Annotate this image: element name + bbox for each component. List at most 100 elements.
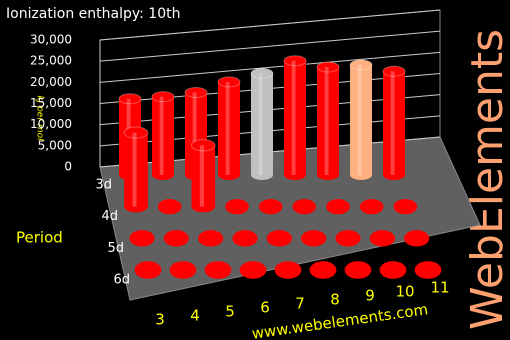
disc bbox=[359, 199, 384, 215]
disc bbox=[292, 199, 317, 215]
x-tick-label: 11 bbox=[430, 279, 449, 297]
disc bbox=[266, 230, 292, 247]
bar-base bbox=[191, 201, 216, 213]
x-tick-label: 6 bbox=[260, 299, 270, 317]
disc bbox=[309, 261, 337, 279]
bar-shine bbox=[357, 64, 362, 175]
disc bbox=[129, 230, 155, 247]
bar-top bbox=[118, 93, 142, 105]
disc bbox=[301, 230, 327, 247]
bar-top bbox=[217, 76, 241, 88]
disc bbox=[232, 230, 258, 247]
bar-shine bbox=[324, 67, 329, 175]
x-tick-label: 7 bbox=[295, 295, 305, 313]
bar bbox=[382, 65, 406, 180]
bar-shine bbox=[192, 92, 197, 175]
y-tick-label: 20,000 bbox=[30, 75, 72, 89]
x-tick-label: 8 bbox=[330, 291, 340, 309]
disc bbox=[414, 261, 442, 279]
row-label: 3d bbox=[95, 178, 112, 193]
disc bbox=[335, 230, 361, 247]
disc bbox=[274, 261, 302, 279]
x-tick-label: 9 bbox=[365, 287, 375, 305]
brand: WebElements bbox=[462, 29, 510, 330]
bar-body bbox=[124, 132, 148, 207]
disc bbox=[163, 230, 189, 247]
y-tick-label: 25,000 bbox=[30, 54, 72, 68]
y-tick-label: 0 bbox=[64, 160, 72, 174]
bar bbox=[151, 91, 175, 180]
bar-top bbox=[151, 91, 175, 103]
bar bbox=[123, 126, 149, 213]
disc bbox=[198, 230, 224, 247]
bar-body bbox=[218, 81, 240, 175]
bar-top bbox=[316, 61, 340, 73]
bar-body bbox=[383, 71, 405, 175]
bar bbox=[316, 61, 340, 180]
disc bbox=[157, 199, 182, 215]
bar-shine bbox=[390, 71, 395, 175]
bar-top bbox=[123, 126, 149, 139]
x-tick-label: 10 bbox=[395, 283, 414, 301]
bar-base bbox=[152, 170, 174, 180]
disc bbox=[404, 230, 430, 247]
grid-line bbox=[99, 51, 441, 83]
bar-shine bbox=[225, 81, 230, 175]
grid-line bbox=[99, 30, 441, 62]
bar-base bbox=[218, 170, 240, 180]
bar-shine bbox=[159, 96, 164, 175]
y-tick-label: 10,000 bbox=[30, 117, 72, 131]
bar-body bbox=[191, 145, 216, 207]
disc bbox=[134, 261, 162, 279]
x-tick-label: 4 bbox=[190, 307, 200, 325]
bar-body bbox=[152, 96, 174, 175]
disc bbox=[344, 261, 372, 279]
bar bbox=[349, 59, 373, 180]
disc bbox=[239, 261, 267, 279]
y-tick-label: 30,000 bbox=[30, 33, 72, 47]
disc bbox=[393, 199, 418, 215]
bar-base bbox=[350, 170, 372, 180]
bar-body bbox=[317, 67, 339, 175]
bar-shine bbox=[199, 145, 204, 207]
bar bbox=[283, 55, 307, 180]
y-tick-label: 5,000 bbox=[38, 138, 72, 152]
bar-base bbox=[124, 201, 148, 213]
disc bbox=[326, 199, 350, 215]
bar-base bbox=[383, 170, 405, 180]
bar-body bbox=[284, 60, 306, 176]
bar-top bbox=[382, 65, 406, 77]
y-tick-label: 15,000 bbox=[30, 96, 72, 110]
bar-shine bbox=[132, 132, 137, 207]
bar-top bbox=[184, 86, 208, 98]
row-label: 6d bbox=[113, 273, 130, 288]
bar-shine bbox=[291, 60, 296, 176]
y-axis-label: kJ per mol bbox=[35, 95, 45, 141]
bar-top bbox=[191, 139, 216, 152]
grid-line bbox=[99, 9, 441, 41]
bar bbox=[250, 67, 274, 180]
disc bbox=[379, 261, 407, 279]
x-tick-label: 5 bbox=[225, 303, 235, 321]
bar bbox=[217, 76, 241, 180]
bar-top bbox=[283, 55, 307, 67]
plot: 0 5,000 10,000 15,000 20,000 25,000 30,000 3d 4d… bbox=[30, 9, 481, 329]
x-tick-label: 3 bbox=[155, 311, 165, 329]
bar-base bbox=[251, 170, 273, 180]
row-label: 5d bbox=[107, 241, 124, 256]
disc bbox=[258, 199, 283, 215]
source: www.webelements.com bbox=[251, 300, 429, 340]
bar-top bbox=[250, 67, 274, 79]
disc bbox=[169, 261, 197, 279]
row-axis-label: Period bbox=[16, 229, 63, 247]
bar-body bbox=[251, 73, 273, 175]
bar-base bbox=[317, 170, 339, 180]
row-label: 4d bbox=[101, 209, 118, 224]
disc bbox=[225, 199, 249, 215]
bar bbox=[191, 139, 216, 213]
bar-shine bbox=[258, 73, 263, 175]
bar-base bbox=[284, 170, 306, 180]
bar-body bbox=[350, 64, 372, 175]
disc bbox=[204, 261, 232, 279]
